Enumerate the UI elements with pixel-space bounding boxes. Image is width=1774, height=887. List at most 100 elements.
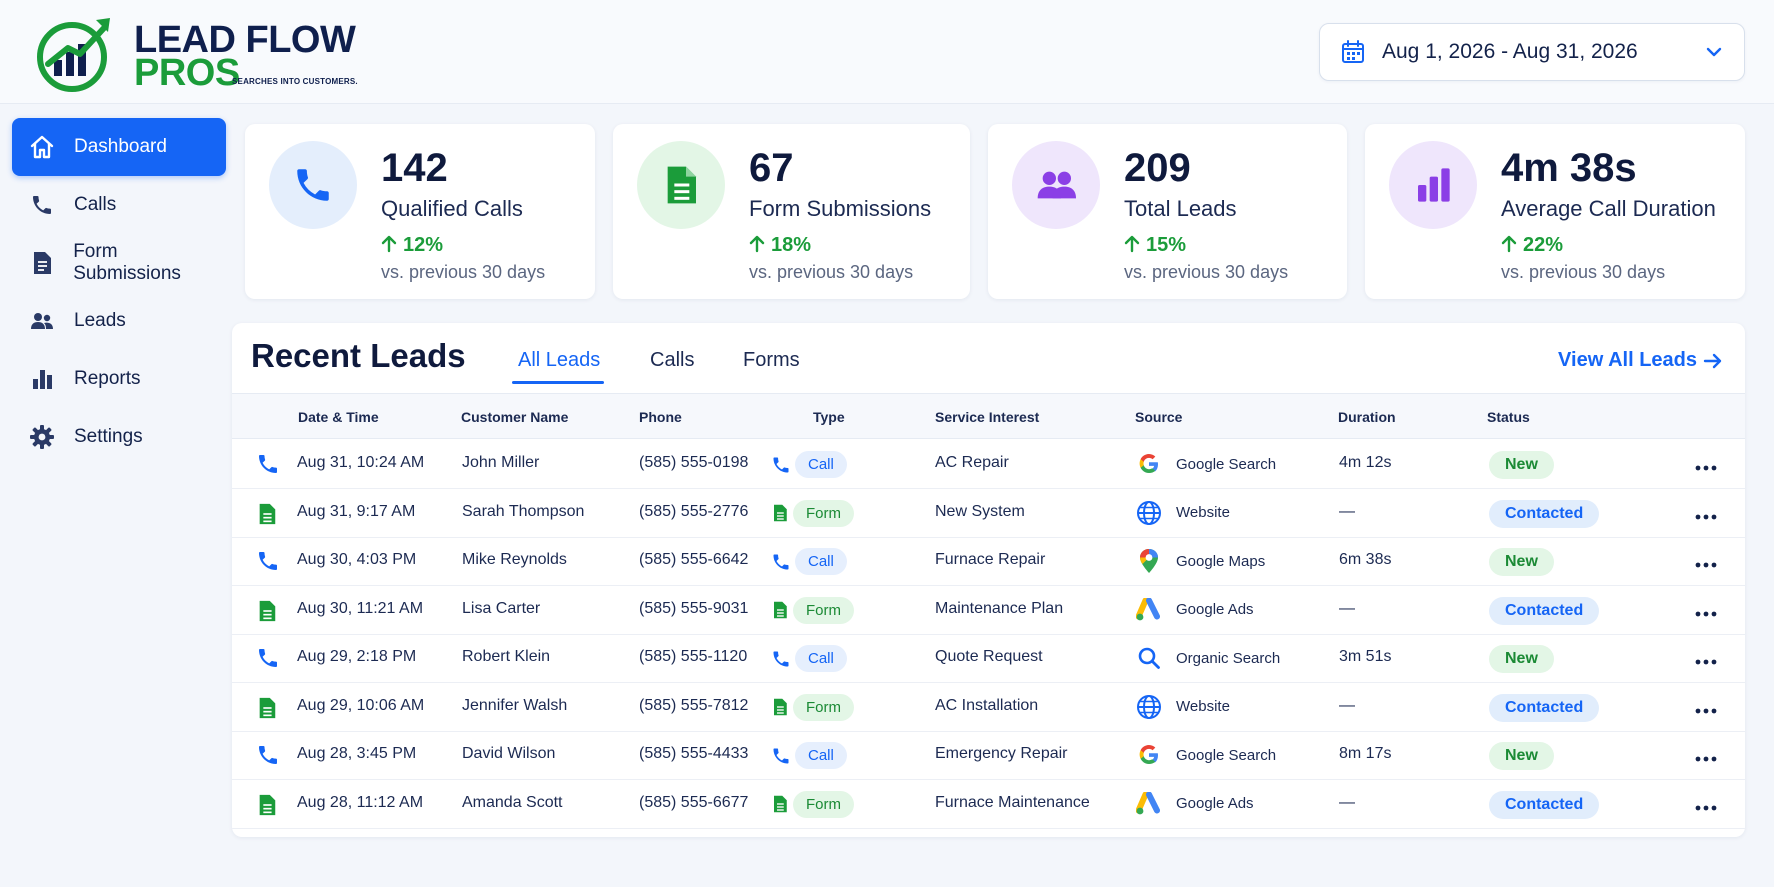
date-range-picker[interactable]: Aug 1, 2026 - Aug 31, 2026	[1319, 23, 1745, 81]
cell-service-interest: New System	[935, 502, 1025, 520]
document-icon	[256, 598, 280, 622]
more-options-icon[interactable]	[1695, 798, 1717, 810]
sidebar-item-form-submissions[interactable]: Form Submissions	[12, 234, 226, 292]
cell-service-interest: Maintenance Plan	[935, 599, 1064, 617]
status-badge: New	[1489, 451, 1554, 479]
cell-datetime: Aug 29, 10:06 AM	[297, 696, 425, 714]
cell-source: Organic Search	[1136, 645, 1280, 671]
view-all-leads-link[interactable]: View All Leads	[1558, 349, 1723, 372]
stat-change-value: 12%	[403, 234, 444, 256]
stat-change-value: 15%	[1146, 234, 1187, 256]
stat-change: 18%	[749, 234, 811, 257]
table-row[interactable]: Aug 30, 4:03 PM Mike Reynolds (585) 555-66…	[232, 537, 1745, 586]
col-header-source[interactable]: Source	[1135, 409, 1183, 425]
cell-customer-name[interactable]: Mike Reynolds	[462, 551, 567, 568]
chevron-down-icon[interactable]	[1704, 42, 1724, 62]
sidebar-item-label: Calls	[74, 194, 117, 215]
cell-customer-name[interactable]: Amanda Scott	[462, 793, 563, 811]
table-row[interactable]: Aug 30, 11:21 AM Lisa Carter (585) 555-903…	[232, 586, 1745, 635]
stat-comparison: vs. previous 30 days	[381, 262, 546, 282]
col-header-datetime[interactable]: Date & Time	[298, 409, 379, 425]
cell-source: Google Ads	[1136, 791, 1254, 817]
stat-card-average-call-duration[interactable]: 4m 38s Average Call Duration 22% vs. pre…	[1365, 124, 1745, 299]
more-options-icon[interactable]	[1695, 652, 1717, 665]
sidebar-item-leads[interactable]: Leads	[12, 292, 226, 350]
more-options-icon[interactable]	[1695, 458, 1717, 471]
cell-customer-name[interactable]: Lisa Carter	[462, 599, 541, 617]
status-badge: Contacted	[1489, 596, 1600, 625]
cell-customer-name[interactable]: Jennifer Walsh	[462, 696, 568, 714]
cell-source: Google Search	[1136, 742, 1276, 768]
more-options-icon[interactable]	[1695, 701, 1717, 713]
sidebar-item-label: Dashboard	[74, 136, 167, 157]
stat-label: Qualified Calls	[381, 196, 523, 221]
table-row[interactable]: Aug 29, 10:06 AM Jennifer Walsh (585) 555-…	[232, 683, 1745, 732]
sidebar-item-reports[interactable]: Reports	[12, 350, 226, 408]
stat-card-qualified-calls[interactable]: 142 Qualified Calls 12% vs. previous 30 …	[245, 124, 595, 299]
cell-customer-name[interactable]: John Miller	[462, 454, 540, 471]
cell-duration: —	[1339, 599, 1355, 617]
table-row[interactable]: Aug 28, 3:45 PM David Wilson (585) 555-443…	[232, 731, 1745, 780]
col-header-type[interactable]: Type	[813, 409, 845, 425]
source-label: Google Maps	[1176, 552, 1266, 570]
cell-source: Website	[1136, 694, 1230, 720]
cell-customer-name[interactable]: Robert Klein	[462, 648, 551, 665]
col-header-duration[interactable]: Duration	[1338, 409, 1396, 425]
sidebar-item-settings[interactable]: Settings	[12, 408, 226, 466]
sidebar-item-calls[interactable]: Calls	[12, 176, 226, 234]
more-options-icon[interactable]	[1695, 555, 1717, 568]
brand-tagline: SEARCHES INTO CUSTOMERS.	[232, 77, 358, 86]
cell-phone[interactable]: (585) 555-9031	[639, 599, 749, 617]
stat-label: Form Submissions	[749, 196, 932, 221]
col-header-status[interactable]: Status	[1487, 409, 1530, 425]
table-row[interactable]: Aug 28, 11:12 AM Amanda Scott (585) 555-66…	[232, 780, 1745, 829]
brand-logo[interactable]: LEAD FLOW PROS SEARCHES INTO CUSTOMERS.	[34, 14, 364, 94]
tab-calls[interactable]: Calls	[650, 349, 695, 371]
cell-service-interest: Quote Request	[935, 648, 1043, 665]
stat-change: 12%	[381, 234, 443, 257]
sidebar-item-label: Settings	[74, 426, 143, 447]
stat-comparison: vs. previous 30 days	[749, 262, 914, 282]
source-label: Website	[1176, 698, 1230, 715]
more-options-icon[interactable]	[1695, 749, 1717, 762]
table-row[interactable]: Aug 29, 2:18 PM Robert Klein (585) 555-112…	[232, 634, 1745, 683]
sidebar-nav: Dashboard Calls Form Submissions Leads R…	[12, 118, 226, 466]
cell-phone[interactable]: (585) 555-1120	[639, 648, 748, 665]
cell-customer-name[interactable]: Sarah Thompson	[462, 502, 585, 520]
sidebar-item-dashboard[interactable]: Dashboard	[12, 118, 226, 176]
cell-datetime: Aug 31, 9:17 AM	[297, 502, 416, 520]
phone-icon	[771, 552, 791, 572]
tab-forms[interactable]: Forms	[743, 349, 800, 371]
type-label: Form	[793, 790, 854, 818]
users-icon	[28, 307, 56, 335]
cell-service-interest: Emergency Repair	[935, 745, 1068, 762]
document-icon	[28, 249, 55, 277]
document-icon	[256, 792, 280, 816]
stat-card-form-submissions[interactable]: 67 Form Submissions 18% vs. previous 30 …	[613, 124, 970, 299]
more-options-icon[interactable]	[1695, 604, 1717, 616]
arrow-up-icon	[749, 235, 765, 253]
gear-icon	[28, 423, 56, 451]
document-icon	[771, 793, 789, 815]
cell-phone[interactable]: (585) 555-0198	[639, 454, 749, 471]
col-header-service-interest[interactable]: Service Interest	[935, 409, 1040, 425]
source-label: Google Ads	[1176, 795, 1254, 812]
more-options-icon[interactable]	[1695, 507, 1717, 519]
arrow-up-icon	[381, 235, 397, 253]
col-header-customer-name[interactable]: Customer Name	[461, 409, 569, 425]
type-label: Form	[793, 596, 854, 624]
cell-phone[interactable]: (585) 555-4433	[639, 745, 749, 762]
stat-card-total-leads[interactable]: 209 Total Leads 15% vs. previous 30 days	[988, 124, 1347, 299]
cell-phone[interactable]: (585) 555-6642	[639, 551, 749, 568]
cell-phone[interactable]: (585) 555-7812	[639, 696, 749, 714]
table-row[interactable]: Aug 31, 9:17 AM Sarah Thompson (585) 555-2…	[232, 489, 1745, 538]
cell-phone[interactable]: (585) 555-2776	[639, 502, 749, 520]
table-row[interactable]: Aug 31, 10:24 AM John Miller (585) 555-019…	[232, 440, 1745, 489]
col-header-phone[interactable]: Phone	[639, 409, 682, 425]
cell-phone[interactable]: (585) 555-6677	[639, 793, 749, 811]
type-label: Form	[793, 499, 854, 527]
cell-duration: —	[1339, 502, 1355, 520]
cell-customer-name[interactable]: David Wilson	[462, 745, 556, 762]
stat-comparison: vs. previous 30 days	[1124, 262, 1289, 282]
tab-all-leads[interactable]: All Leads	[518, 349, 601, 371]
